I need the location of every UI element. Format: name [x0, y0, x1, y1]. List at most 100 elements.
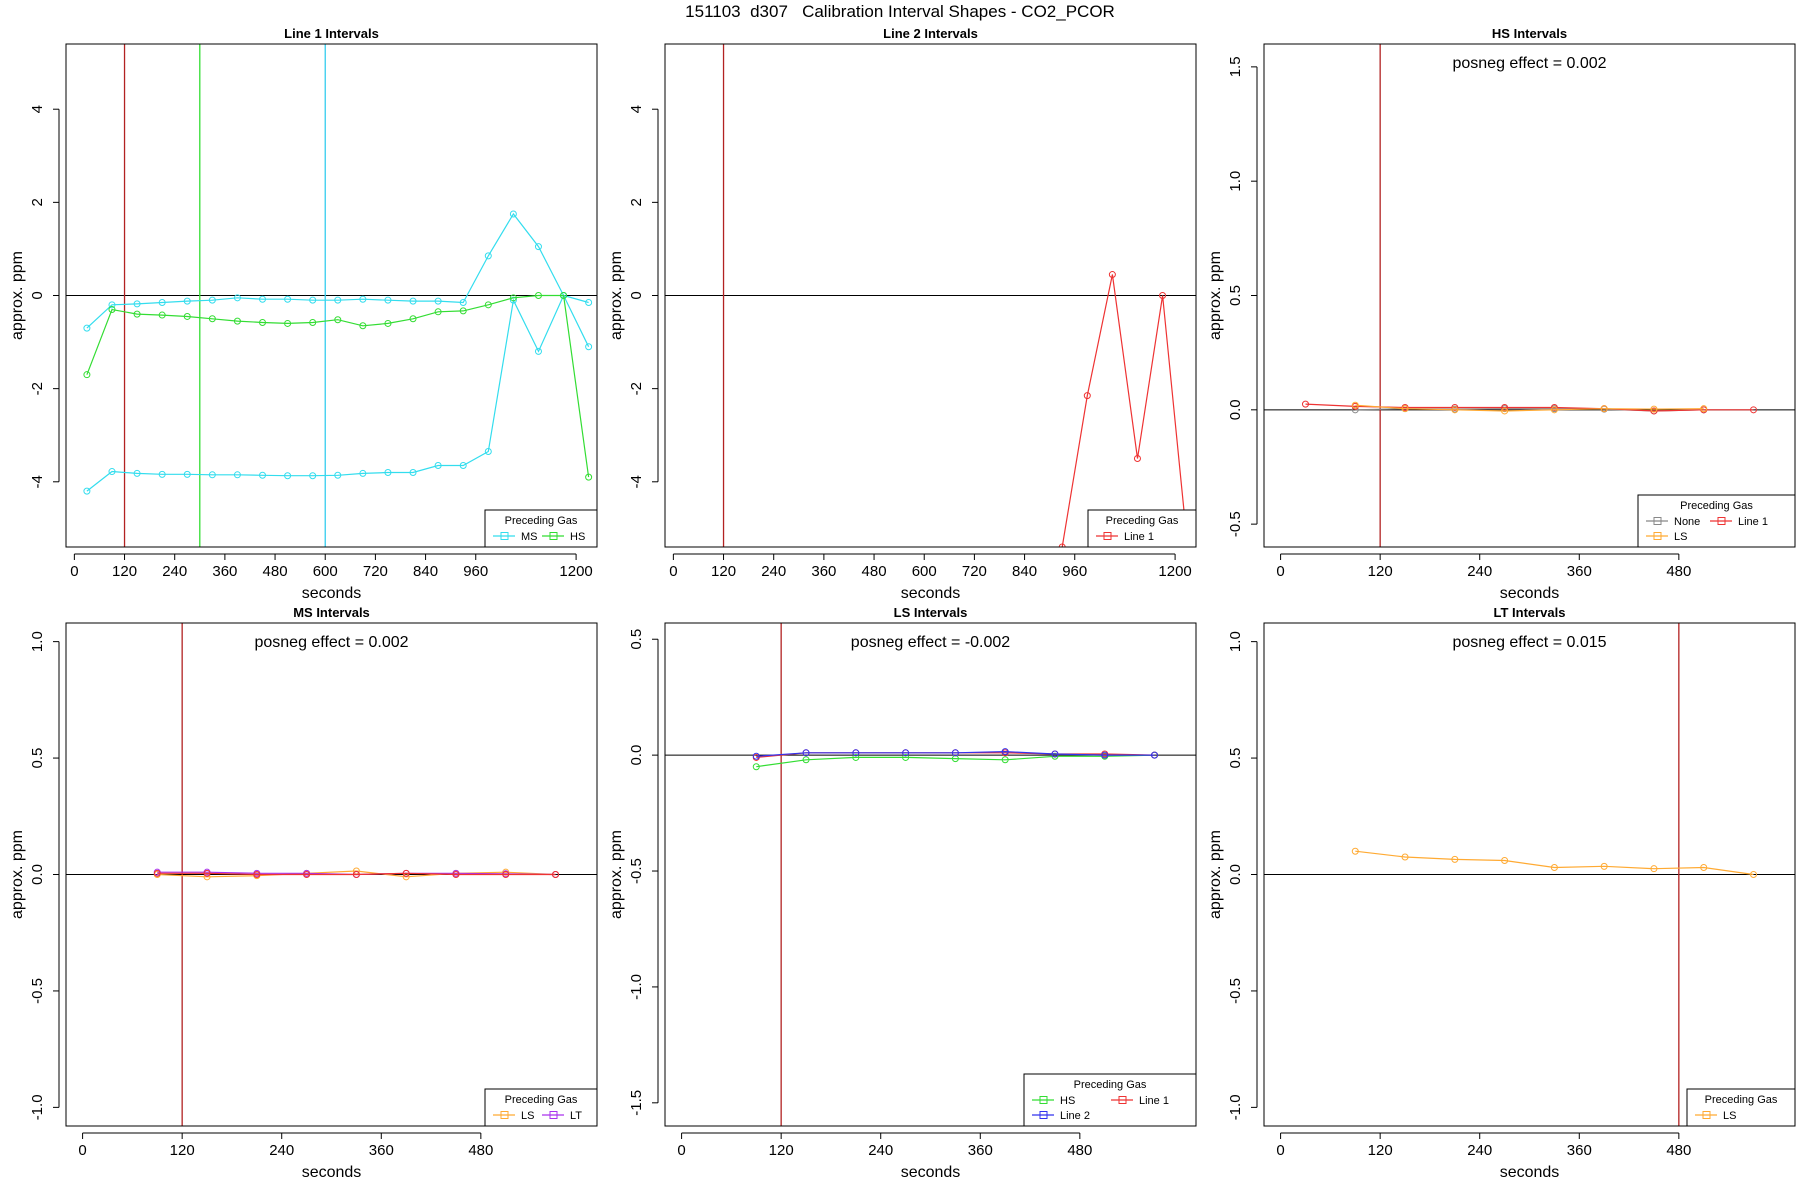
data-point — [1451, 404, 1459, 412]
x-tick-label: 240 — [162, 563, 187, 580]
legend-marker — [1717, 517, 1726, 525]
posneg-annotation: posneg effect = -0.002 — [851, 634, 1010, 651]
x-tick-label: 0 — [70, 563, 78, 580]
data-point — [108, 301, 116, 309]
x-tick-label: 960 — [1062, 563, 1087, 580]
legend-marker — [1653, 532, 1662, 540]
data-point — [83, 371, 91, 379]
data-point — [108, 468, 116, 476]
data-point — [133, 310, 141, 318]
posneg-annotation: posneg effect = 0.015 — [1452, 634, 1606, 651]
data-point — [1351, 401, 1359, 409]
data-point — [208, 296, 216, 304]
data-point — [158, 470, 166, 478]
legend-title: Preceding Gas — [1106, 515, 1179, 527]
data-point — [534, 292, 542, 299]
chart-panel-5: LS Intervals 0 120 240 360 480 seconds -1.5 -1.0… — [608, 605, 1197, 1181]
data-point — [359, 295, 367, 303]
y-tick-label: 0.0 — [1227, 399, 1244, 420]
x-tick-label: 480 — [1067, 1142, 1092, 1159]
x-tick-label: 720 — [363, 563, 388, 580]
chart-panel-4: MS Intervals 0 120 240 360 480 seconds -1.0 -0.5… — [9, 605, 598, 1181]
data-point — [384, 468, 392, 476]
plot-area — [66, 623, 597, 1126]
legend-entry-label: MS — [521, 531, 538, 543]
y-tick-label: 0 — [29, 291, 46, 299]
legend-entry-label: None — [1674, 516, 1700, 528]
legend-entry-label: LS — [521, 1110, 534, 1122]
x-tick-label: 840 — [413, 563, 438, 580]
plot-frame — [664, 43, 1197, 548]
x-tick-label: 240 — [868, 1142, 893, 1159]
data-point — [1451, 855, 1459, 863]
data-point — [434, 308, 442, 316]
panel-title: MS Intervals — [293, 605, 370, 620]
y-tick-label: 2 — [628, 198, 645, 206]
legend-box — [484, 509, 598, 548]
data-point — [459, 298, 467, 306]
data-point — [133, 469, 141, 477]
data-point — [452, 871, 460, 878]
data-point — [108, 305, 116, 313]
y-tick-label: -0.5 — [1227, 511, 1244, 537]
panel-title: Line 1 Intervals — [284, 26, 379, 41]
data-point — [459, 307, 467, 315]
legend-entry-label: LS — [1723, 1110, 1736, 1122]
x-tick-label: 480 — [468, 1142, 493, 1159]
x-tick-label: 360 — [1567, 563, 1592, 580]
legend-entry-label: HS — [1060, 1095, 1075, 1107]
x-axis-label: seconds — [1500, 1164, 1560, 1181]
x-tick-label: 600 — [313, 563, 338, 580]
legend-marker — [1118, 1096, 1127, 1104]
data-point — [509, 296, 517, 304]
legend: Preceding Gas LS — [1686, 1088, 1796, 1127]
y-tick-label: 0.0 — [29, 864, 46, 885]
y-axis-label: approx. ppm — [9, 830, 26, 919]
legend-marker — [1702, 1111, 1711, 1119]
data-point — [509, 294, 517, 302]
data-point — [752, 752, 760, 760]
plot-frame — [65, 43, 598, 548]
data-point — [1083, 392, 1091, 400]
data-point — [1151, 751, 1159, 759]
data-point — [902, 749, 910, 757]
y-tick-label: 0 — [628, 291, 645, 299]
data-point — [208, 471, 216, 479]
data-point — [309, 296, 317, 304]
series-line — [1355, 404, 1704, 412]
y-axis-label: approx. ppm — [9, 251, 26, 340]
data-point — [158, 311, 166, 319]
data-point — [183, 297, 191, 305]
data-point — [334, 471, 342, 479]
data-point — [852, 749, 860, 757]
y-tick-label: 1.0 — [1227, 631, 1244, 652]
data-point — [802, 756, 810, 764]
data-point — [409, 297, 417, 305]
x-tick-label: 240 — [269, 1142, 294, 1159]
x-tick-label: 360 — [968, 1142, 993, 1159]
data-point — [1700, 864, 1708, 872]
data-point — [1133, 455, 1141, 463]
chart-panel-6: LT Intervals 0 120 240 360 480 seconds -1.0 -0.5… — [1207, 605, 1796, 1181]
x-tick-label: 120 — [112, 563, 137, 580]
y-tick-label: -0.5 — [628, 858, 645, 884]
data-point — [1301, 400, 1309, 408]
y-tick-label: -4 — [29, 475, 46, 488]
data-point — [585, 473, 593, 481]
legend: Preceding Gas MS HS — [484, 509, 598, 548]
plot-frame — [1263, 622, 1796, 1127]
panel-title: LT Intervals — [1493, 605, 1565, 620]
legend-entry-label: Line 2 — [1060, 1110, 1090, 1122]
y-axis-label: approx. ppm — [608, 251, 625, 340]
data-point — [83, 487, 91, 495]
x-tick-label: 360 — [811, 563, 836, 580]
legend: Preceding Gas None Line 1 LS — [1637, 494, 1796, 548]
data-point — [259, 319, 267, 327]
data-point — [409, 468, 417, 476]
legend-marker — [549, 532, 558, 540]
data-point — [1650, 865, 1658, 873]
data-point — [1108, 271, 1116, 279]
series-line — [157, 872, 556, 876]
y-tick-label: -2 — [29, 382, 46, 395]
